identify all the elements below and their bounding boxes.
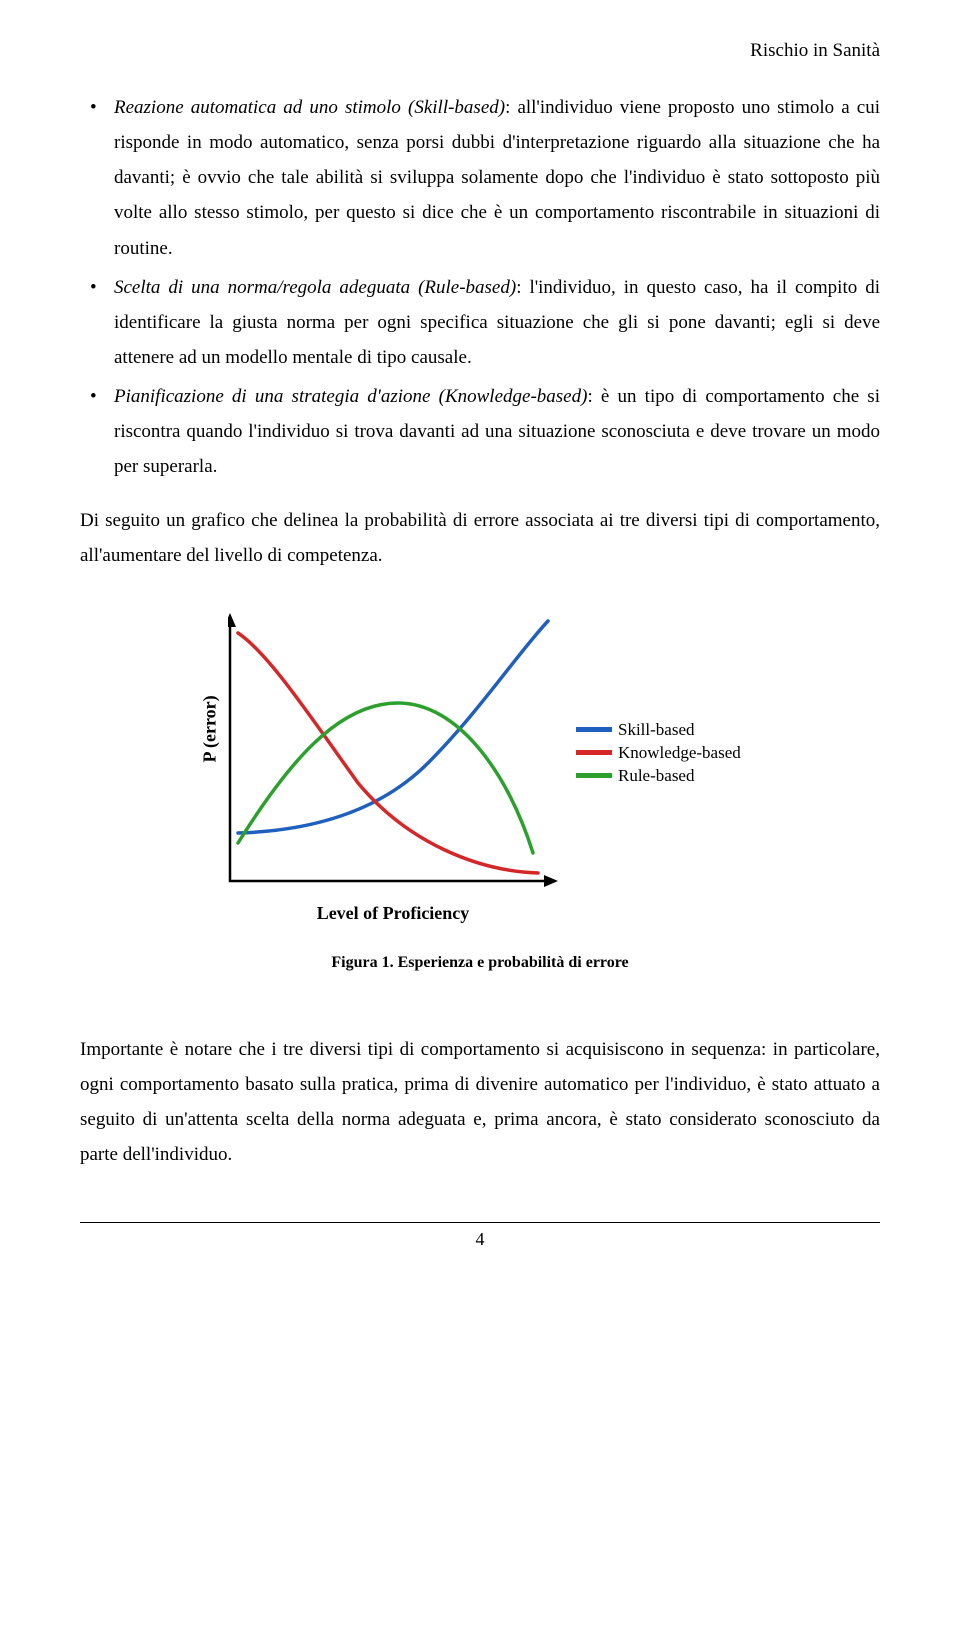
bullet-rest: : all'individuo viene proposto uno stimo… (114, 97, 880, 259)
legend-swatch-skill (576, 727, 612, 732)
page-number: 4 (476, 1229, 485, 1249)
legend-swatch-rule (576, 773, 612, 778)
chart-row: P (error) Skill-based Knowledge-based Ru… (200, 613, 760, 893)
legend-swatch-knowledge (576, 750, 612, 755)
bullet-lead: Pianificazione di una strategia d'azione… (114, 386, 587, 407)
legend-label: Knowledge-based (618, 743, 741, 763)
legend-item: Knowledge-based (576, 743, 741, 763)
legend-label: Rule-based (618, 766, 694, 786)
bullet-lead: Scelta di una norma/regola adeguata (Rul… (114, 277, 516, 298)
legend-item: Rule-based (576, 766, 741, 786)
paragraph-closing: Importante è notare che i tre diversi ti… (80, 1032, 880, 1173)
legend-item: Skill-based (576, 720, 741, 740)
page-header: Rischio in Sanità (80, 40, 880, 62)
page-footer: 4 (80, 1222, 880, 1250)
chart-legend: Skill-based Knowledge-based Rule-based (576, 717, 741, 789)
page: Rischio in Sanità Reazione automatica ad… (0, 0, 960, 1290)
bullet-item: Scelta di una norma/regola adeguata (Rul… (80, 270, 880, 375)
chart-svg (228, 613, 558, 893)
legend-label: Skill-based (618, 720, 695, 740)
figure-caption: Figura 1. Esperienza e probabilità di er… (80, 954, 880, 972)
bullet-item: Pianificazione di una strategia d'azione… (80, 379, 880, 484)
chart-container: P (error) Skill-based Knowledge-based Ru… (200, 613, 760, 924)
chart-xlabel: Level of Proficiency (228, 903, 558, 924)
paragraph-intro-chart: Di seguito un grafico che delinea la pro… (80, 503, 880, 573)
bullet-lead: Reazione automatica ad uno stimolo (Skil… (114, 97, 505, 118)
chart-ylabel: P (error) (200, 743, 221, 763)
bullet-item: Reazione automatica ad uno stimolo (Skil… (80, 90, 880, 266)
bullet-list: Reazione automatica ad uno stimolo (Skil… (80, 90, 880, 485)
